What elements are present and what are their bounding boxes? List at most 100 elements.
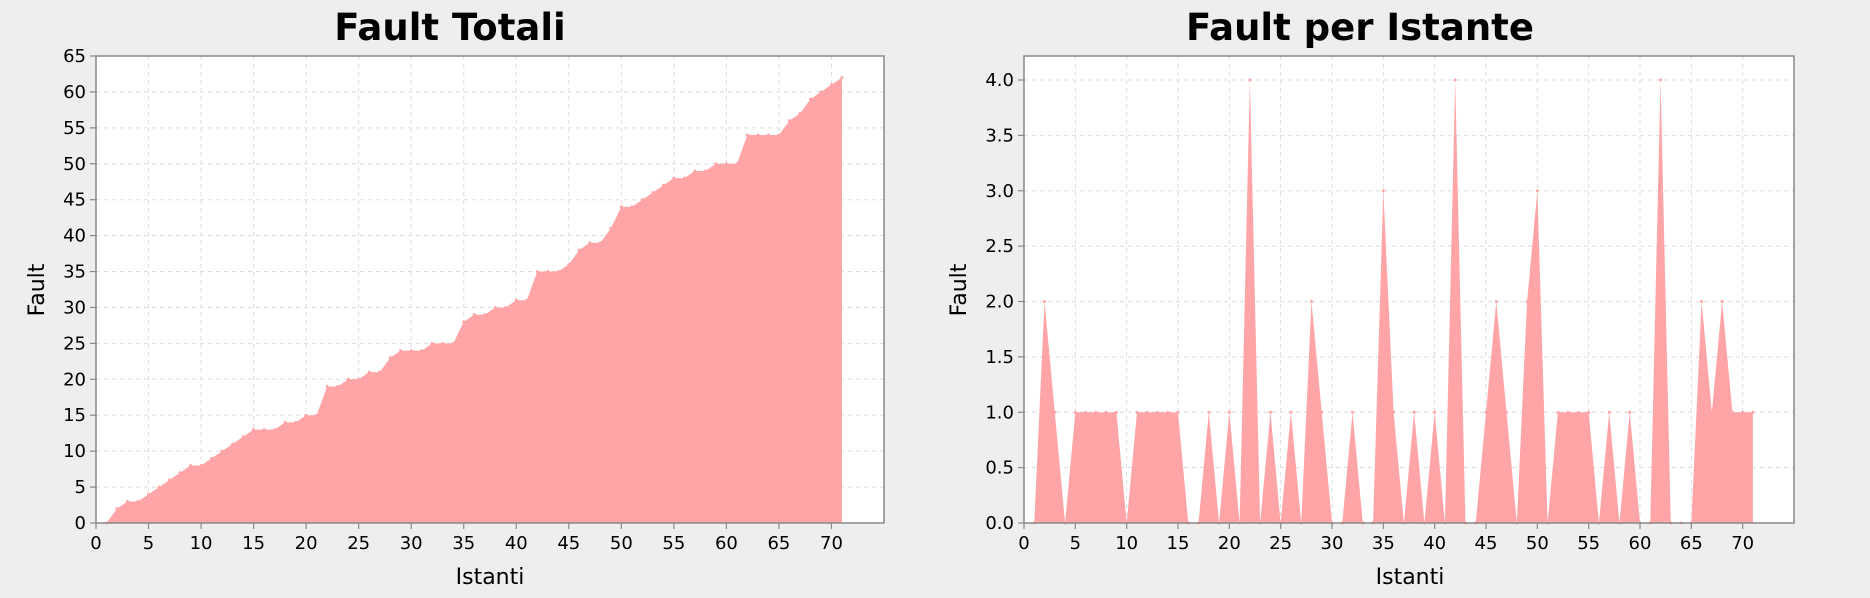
- data-point: [294, 420, 298, 424]
- x-tick-label: 0: [90, 533, 101, 554]
- data-point: [640, 198, 644, 202]
- data-point: [1741, 410, 1745, 414]
- data-point: [409, 349, 413, 353]
- data-point: [1412, 410, 1416, 414]
- x-tick-label: 25: [1269, 533, 1292, 554]
- y-tick-label: 1.0: [985, 402, 1014, 423]
- data-point: [1607, 410, 1611, 414]
- data-point: [1535, 189, 1539, 193]
- data-point: [388, 356, 392, 360]
- data-point: [766, 133, 770, 137]
- data-point: [199, 464, 203, 468]
- data-point: [1268, 410, 1272, 414]
- data-point: [357, 377, 361, 381]
- x-tick-label: 5: [1070, 533, 1081, 554]
- y-tick-label: 0.5: [985, 458, 1014, 479]
- data-point: [567, 262, 571, 266]
- data-point: [525, 298, 529, 302]
- data-point: [273, 428, 277, 432]
- data-point: [493, 305, 497, 309]
- data-point: [483, 313, 487, 317]
- data-point: [1484, 410, 1488, 414]
- y-axis-label: Fault: [947, 263, 972, 316]
- data-point: [178, 471, 182, 475]
- x-tick-label: 10: [1115, 533, 1138, 554]
- y-tick-label: 0: [75, 513, 86, 534]
- x-tick-label: 45: [1475, 533, 1498, 554]
- data-point: [756, 133, 760, 137]
- y-tick-label: 0.0: [985, 513, 1014, 534]
- data-point: [1351, 410, 1355, 414]
- data-point: [220, 449, 224, 453]
- data-point: [1628, 410, 1632, 414]
- x-tick-label: 0: [1018, 533, 1029, 554]
- data-point: [724, 162, 728, 166]
- x-tick-label: 20: [1218, 533, 1241, 554]
- x-tick-label: 20: [295, 533, 318, 554]
- data-point: [1587, 410, 1591, 414]
- x-tick-label: 70: [820, 533, 843, 554]
- data-point: [147, 492, 151, 496]
- data-point: [336, 384, 340, 388]
- data-point: [693, 169, 697, 173]
- data-point: [1720, 300, 1724, 303]
- x-tick-label: 40: [1423, 533, 1446, 554]
- chart-fault-totali: Fault Totali 0 5 10 15 20 25 30 35 40 45 50 55 60 65 7…: [25, 6, 885, 590]
- data-point: [682, 176, 686, 180]
- data-point: [1289, 410, 1293, 414]
- data-point: [1453, 78, 1457, 82]
- chart-title: Fault Totali: [334, 6, 565, 49]
- data-point: [1525, 300, 1529, 303]
- x-tick-label: 50: [610, 533, 633, 554]
- data-point: [651, 191, 655, 195]
- data-point: [1176, 410, 1180, 414]
- x-axis-ticks: 0 5 10 15 20 25 30 35 40 45 50 55 60 65 70: [1018, 523, 1754, 554]
- x-tick-label: 50: [1526, 533, 1549, 554]
- data-point: [1145, 410, 1149, 414]
- data-point: [1227, 410, 1231, 414]
- x-tick-label: 15: [242, 533, 265, 554]
- data-point: [283, 420, 287, 424]
- x-tick-label: 60: [715, 533, 738, 554]
- data-point: [1381, 189, 1385, 193]
- data-point: [661, 183, 665, 187]
- data-point: [588, 241, 592, 245]
- y-tick-label: 65: [63, 46, 86, 67]
- x-tick-label: 55: [1577, 533, 1600, 554]
- data-point: [241, 435, 245, 439]
- y-axis-ticks: 0.0 0.5 1.0 1.5 2.0 2.5 3.0 3.5 4.0: [985, 70, 1024, 534]
- data-point: [262, 428, 266, 432]
- data-point: [819, 90, 823, 94]
- y-tick-label: 3.0: [985, 181, 1014, 202]
- data-point: [115, 507, 119, 511]
- data-point: [1730, 410, 1734, 414]
- data-point: [1094, 410, 1098, 414]
- data-point: [462, 320, 466, 324]
- data-point: [556, 270, 560, 274]
- x-tick-label: 30: [400, 533, 423, 554]
- y-axis-ticks: 0 5 10 15 20 25 30 35 40 45 50 55 60 65: [63, 46, 96, 534]
- data-point: [367, 370, 371, 374]
- x-tick-label: 5: [143, 533, 154, 554]
- x-tick-label: 35: [452, 533, 475, 554]
- y-tick-label: 40: [63, 226, 86, 247]
- plot-frame: [95, 55, 885, 524]
- data-point: [598, 241, 602, 245]
- data-point: [745, 133, 749, 137]
- data-point: [829, 83, 833, 87]
- data-point: [231, 442, 235, 446]
- data-point: [1207, 410, 1211, 414]
- x-tick-label: 65: [767, 533, 790, 554]
- data-point: [1433, 410, 1437, 414]
- data-point: [210, 456, 214, 460]
- data-point: [787, 119, 791, 123]
- y-tick-label: 55: [63, 118, 86, 139]
- data-point: [577, 248, 581, 252]
- data-point: [325, 384, 329, 388]
- data-point: [304, 413, 308, 417]
- x-tick-label: 65: [1680, 533, 1703, 554]
- data-point: [777, 133, 781, 137]
- x-tick-label: 40: [505, 533, 528, 554]
- data-point: [136, 499, 140, 503]
- x-axis-label: Istanti: [456, 565, 525, 590]
